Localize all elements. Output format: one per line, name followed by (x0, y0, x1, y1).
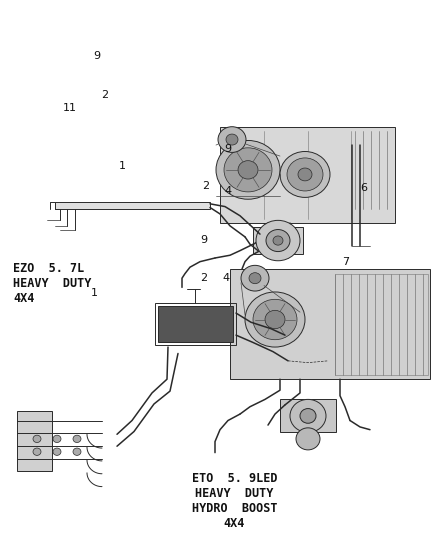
Circle shape (33, 448, 41, 455)
Text: 9: 9 (200, 235, 207, 245)
Bar (17, 411, 52, 471)
Circle shape (253, 300, 297, 340)
Bar (158, 306, 233, 343)
Circle shape (249, 273, 261, 284)
Bar (253, 227, 303, 254)
Bar (335, 273, 428, 375)
Circle shape (290, 399, 326, 432)
Circle shape (53, 448, 61, 455)
Text: 9: 9 (93, 51, 100, 61)
Circle shape (216, 141, 280, 199)
Circle shape (245, 292, 305, 347)
Text: 4: 4 (224, 186, 231, 196)
Circle shape (33, 435, 41, 442)
Circle shape (296, 428, 320, 450)
Circle shape (256, 220, 300, 261)
Text: ETO  5. 9LED
HEAVY  DUTY
HYDRO  BOOST
4X4: ETO 5. 9LED HEAVY DUTY HYDRO BOOST 4X4 (191, 472, 277, 530)
Polygon shape (220, 127, 395, 223)
Text: 1: 1 (91, 288, 98, 297)
Text: 2: 2 (202, 181, 209, 191)
Circle shape (73, 435, 81, 442)
Circle shape (287, 158, 323, 191)
Circle shape (280, 151, 330, 197)
Circle shape (300, 409, 316, 423)
Circle shape (298, 168, 312, 181)
Circle shape (265, 310, 285, 329)
Text: 2: 2 (200, 273, 207, 283)
Bar (280, 399, 336, 432)
Circle shape (53, 435, 61, 442)
Polygon shape (230, 269, 430, 379)
Circle shape (238, 160, 258, 179)
Circle shape (224, 148, 272, 192)
Circle shape (73, 448, 81, 455)
Circle shape (226, 134, 238, 145)
Bar (155, 303, 236, 345)
Text: 11: 11 (63, 103, 77, 112)
Text: 9: 9 (224, 144, 231, 154)
Text: 2: 2 (102, 91, 109, 100)
Bar (55, 202, 210, 209)
Text: 6: 6 (360, 183, 367, 193)
Text: 4: 4 (222, 273, 229, 283)
Circle shape (273, 236, 283, 245)
Circle shape (266, 230, 290, 252)
Text: EZO  5. 7L
HEAVY  DUTY
4X4: EZO 5. 7L HEAVY DUTY 4X4 (13, 262, 92, 305)
Text: 1: 1 (119, 161, 126, 172)
Circle shape (241, 265, 269, 291)
Circle shape (218, 127, 246, 152)
Text: 7: 7 (343, 257, 350, 267)
